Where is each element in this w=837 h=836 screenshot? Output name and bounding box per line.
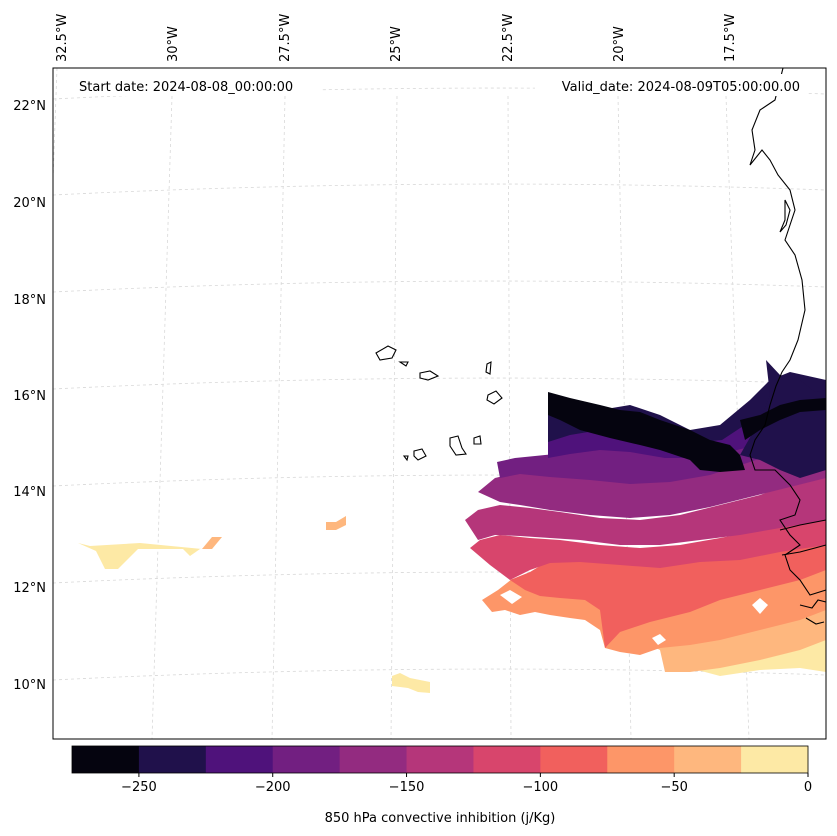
start-date-text: Start date: 2024-08-08_00:00:00	[79, 80, 293, 95]
lat-label: 16°N	[13, 389, 46, 404]
colorbar-segment	[339, 746, 408, 773]
lat-label: 12°N	[13, 581, 46, 596]
parallel-20n	[52, 183, 827, 196]
coastline	[375, 67, 827, 625]
parallel-18n	[52, 280, 827, 293]
lat-label: 20°N	[13, 196, 46, 211]
colorbar-tick-label: −150	[389, 780, 425, 795]
colorbar-segment	[406, 746, 474, 773]
colorbar-label: 850 hPa convective inhibition (j/Kg)	[325, 811, 556, 826]
parallel-16n	[52, 377, 827, 390]
lon-label: 32.5°W	[55, 14, 70, 62]
colorbar-segment	[674, 746, 742, 773]
lon-label: 25°W	[389, 26, 404, 62]
longitude-labels: 32.5°W 30°W 27.5°W 25°W 22.5°W 20°W 17.5…	[55, 14, 738, 62]
colorbar-tick-label: −200	[255, 780, 291, 795]
meridian-25w	[390, 95, 398, 740]
lon-label: 30°W	[166, 26, 181, 62]
colorbar-tick-label: −50	[660, 780, 687, 795]
colorbar-segment	[540, 746, 608, 773]
meridian-32-5w	[52, 67, 58, 181]
colorbar-tick-label: −250	[121, 780, 157, 795]
colorbar-tick-label: 0	[804, 780, 812, 795]
map-frame	[52, 67, 827, 740]
colorbar-frame	[71, 745, 809, 774]
colorbar-segment	[741, 746, 809, 773]
lon-label: 20°W	[612, 26, 627, 62]
colorbar-segment	[607, 746, 675, 773]
start-date-bg	[70, 74, 320, 96]
meridian-30w	[151, 95, 173, 740]
lon-label: 27.5°W	[278, 14, 293, 62]
colorbar-segment	[72, 746, 140, 773]
colorbar-segment	[272, 746, 341, 773]
colorbar-segment	[138, 746, 207, 773]
lat-label: 22°N	[13, 99, 46, 114]
colorbar-tick-label: −100	[523, 780, 559, 795]
valid-date-text: Valid_date: 2024-08-09T05:00:00.00	[562, 80, 800, 95]
meridian-22-5w	[507, 95, 512, 740]
lon-label: 17.5°W	[723, 14, 738, 62]
meridian-27-5w	[271, 95, 286, 740]
valid-date-bg	[535, 74, 807, 96]
colorbar: −250 −200 −150 −100 −50 0	[71, 745, 812, 795]
cin-contours	[78, 360, 826, 693]
colorbar-segment	[205, 746, 274, 773]
lat-label: 10°N	[13, 678, 46, 693]
lat-label: 18°N	[13, 293, 46, 308]
lon-label: 22.5°W	[501, 14, 516, 62]
colorbar-segment	[473, 746, 541, 773]
lat-label: 14°N	[13, 485, 46, 500]
latitude-labels: 22°N 20°N 18°N 16°N 14°N 12°N 10°N	[13, 99, 46, 693]
